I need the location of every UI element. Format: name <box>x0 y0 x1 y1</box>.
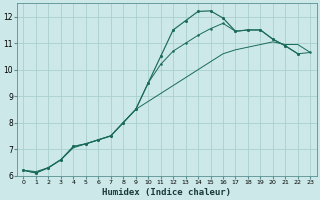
X-axis label: Humidex (Indice chaleur): Humidex (Indice chaleur) <box>102 188 231 197</box>
